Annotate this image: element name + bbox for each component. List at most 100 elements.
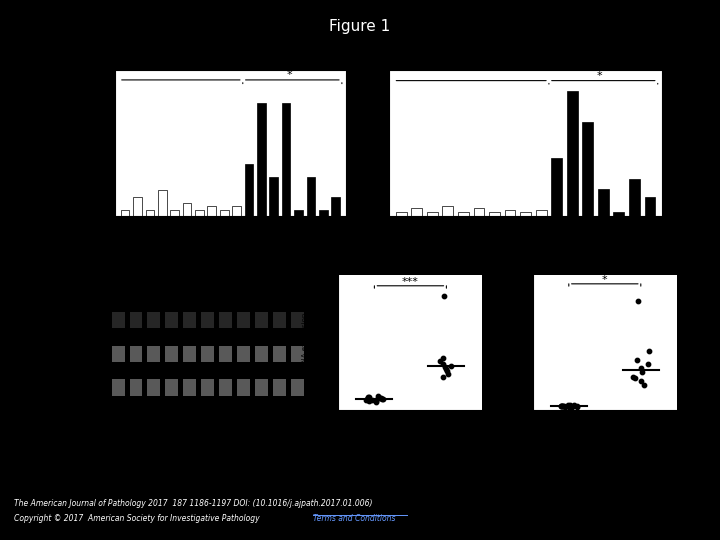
Bar bbox=[237, 312, 250, 328]
Y-axis label: mRNA expression
relative to β-actin: mRNA expression relative to β-actin bbox=[497, 312, 510, 374]
Text: The American Journal of Pathology 2017  187 1186-1197 DOI: (10.1016/j.ajpath.201: The American Journal of Pathology 2017 1… bbox=[14, 500, 373, 509]
Bar bbox=[237, 379, 250, 395]
Bar bbox=[121, 210, 130, 216]
Bar bbox=[130, 379, 143, 395]
Point bbox=[571, 402, 582, 410]
Point bbox=[638, 381, 649, 389]
Bar bbox=[233, 206, 241, 216]
Title: CFB: CFB bbox=[594, 259, 616, 269]
Bar bbox=[257, 103, 266, 216]
Bar bbox=[598, 189, 609, 216]
Bar bbox=[166, 379, 179, 395]
Text: 175—: 175— bbox=[81, 318, 96, 322]
Text: UT-SCC-F19: UT-SCC-F19 bbox=[250, 255, 255, 284]
Point bbox=[643, 347, 654, 356]
Bar bbox=[148, 346, 161, 362]
Bar bbox=[255, 379, 268, 395]
Bar bbox=[489, 212, 500, 216]
Bar bbox=[184, 312, 197, 328]
Bar bbox=[536, 210, 546, 216]
Point bbox=[372, 392, 384, 400]
Bar bbox=[184, 379, 197, 395]
Bar bbox=[458, 212, 469, 216]
Point bbox=[363, 393, 374, 401]
Bar bbox=[166, 346, 179, 362]
Bar bbox=[582, 122, 593, 216]
Point bbox=[370, 398, 382, 407]
Bar bbox=[183, 203, 192, 216]
Text: 80—: 80— bbox=[84, 351, 96, 356]
Text: NHEK 78: NHEK 78 bbox=[143, 262, 148, 284]
Point bbox=[635, 376, 647, 385]
Bar bbox=[202, 312, 215, 328]
Bar bbox=[307, 177, 315, 216]
Point bbox=[441, 367, 453, 375]
Point bbox=[563, 403, 575, 411]
Bar bbox=[219, 346, 232, 362]
Bar bbox=[291, 346, 304, 362]
Point bbox=[566, 402, 577, 411]
Bar bbox=[273, 312, 286, 328]
Text: LT-SCC-105: LT-SCC-105 bbox=[214, 256, 219, 284]
Text: NHEK 66: NHEK 66 bbox=[125, 262, 130, 284]
Bar bbox=[166, 312, 179, 328]
Point bbox=[377, 395, 388, 403]
Bar bbox=[505, 210, 516, 216]
Bar bbox=[130, 312, 143, 328]
Bar bbox=[145, 210, 154, 216]
Point bbox=[557, 401, 569, 410]
Y-axis label: mRNA expression
relative to β-actin: mRNA expression relative to β-actin bbox=[82, 112, 95, 174]
Bar bbox=[148, 379, 161, 395]
Point bbox=[631, 296, 643, 305]
Y-axis label: mRNA expression
relative to β-actin: mRNA expression relative to β-actin bbox=[302, 312, 315, 374]
Bar bbox=[158, 190, 166, 216]
Title: C3: C3 bbox=[223, 37, 238, 47]
Point bbox=[440, 364, 451, 373]
Text: 1.00  9.1 2.5 6.06 3.47 3.5 5.11  1.60 0.66 7.13 6.27 9.0 C3: 1.00 9.1 2.5 6.06 3.47 3.5 5.11 1.60 0.6… bbox=[101, 429, 246, 434]
Point bbox=[437, 373, 449, 381]
Point bbox=[443, 370, 454, 379]
Text: UT-SCC 12A: UT-SCC 12A bbox=[179, 255, 184, 284]
Bar bbox=[427, 212, 438, 216]
Point bbox=[377, 395, 388, 403]
Point bbox=[370, 397, 382, 406]
Bar bbox=[255, 346, 268, 362]
Text: UT-S-CC-7: UT-S-CC-7 bbox=[268, 259, 273, 284]
Point bbox=[559, 403, 571, 411]
Text: B: B bbox=[97, 259, 110, 277]
Text: NHEK 63: NHEK 63 bbox=[107, 262, 112, 284]
Text: UT-SCC-11: UT-SCC-11 bbox=[232, 258, 237, 284]
Text: CFB: CFB bbox=[310, 351, 323, 356]
Point bbox=[635, 364, 647, 373]
Point bbox=[556, 402, 567, 410]
Bar bbox=[112, 312, 125, 328]
Bar bbox=[396, 212, 407, 216]
Text: *: * bbox=[287, 70, 292, 80]
Text: ***: *** bbox=[402, 276, 419, 287]
Bar bbox=[567, 91, 577, 216]
Text: UT-SCC 81: UT-SCC 81 bbox=[197, 258, 202, 284]
Text: C: C bbox=[277, 259, 289, 277]
Point bbox=[363, 393, 374, 401]
Bar bbox=[255, 312, 268, 328]
Point bbox=[642, 360, 654, 368]
Point bbox=[562, 401, 574, 410]
Point bbox=[374, 394, 386, 402]
Point bbox=[571, 402, 582, 411]
Bar bbox=[202, 379, 215, 395]
Point bbox=[564, 401, 576, 410]
Point bbox=[555, 402, 567, 410]
Bar bbox=[269, 177, 278, 216]
Bar bbox=[195, 210, 204, 216]
Text: *: * bbox=[602, 275, 608, 285]
Bar bbox=[644, 197, 655, 216]
Point bbox=[434, 356, 446, 365]
Point bbox=[375, 394, 387, 402]
Bar bbox=[112, 379, 125, 395]
Point bbox=[437, 354, 449, 363]
Bar bbox=[282, 103, 290, 216]
Point bbox=[556, 402, 567, 410]
Point bbox=[361, 395, 372, 403]
Bar bbox=[520, 212, 531, 216]
Bar bbox=[219, 379, 232, 395]
